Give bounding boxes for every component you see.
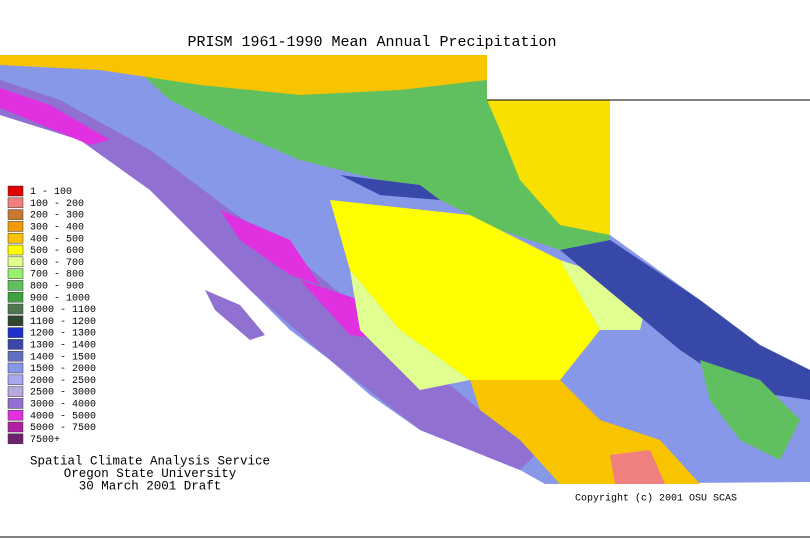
legend-label: 1 - 100 <box>30 187 72 198</box>
legend-label: 2000 - 2500 <box>30 376 96 387</box>
legend-label: 500 - 600 <box>30 246 84 257</box>
map <box>0 55 810 484</box>
legend-label: 600 - 700 <box>30 258 84 269</box>
east-green <box>700 360 800 460</box>
legend-swatch <box>7 303 24 315</box>
legend-swatch <box>7 362 24 374</box>
legend-swatch <box>7 350 24 362</box>
legend-label: 400 - 500 <box>30 234 84 245</box>
north-orange <box>0 55 487 95</box>
legend-label: 200 - 300 <box>30 211 84 222</box>
island <box>205 290 265 340</box>
legend-label: 1300 - 1400 <box>30 341 96 352</box>
legend-label: 700 - 800 <box>30 270 84 281</box>
mountain-blue <box>340 175 810 400</box>
legend-label: 300 - 400 <box>30 223 84 234</box>
legend-swatch <box>7 421 24 433</box>
legend-label: 1400 - 1500 <box>30 352 96 363</box>
legend-label: 100 - 200 <box>30 199 84 210</box>
legend-swatch <box>7 339 24 350</box>
legend-swatch <box>7 256 24 268</box>
legend-swatch <box>7 244 24 256</box>
legend-swatch <box>7 280 24 291</box>
legend-swatch <box>7 374 24 386</box>
copyright: Copyright (c) 2001 OSU SCAS <box>575 493 737 505</box>
legend-swatch <box>7 197 24 209</box>
credit-line: Oregon State University <box>64 467 237 481</box>
legend-label: 3000 - 4000 <box>30 400 96 411</box>
legend-label: 1000 - 1100 <box>30 305 96 316</box>
legend-label: 7500+ <box>30 435 60 446</box>
legend-label: 1500 - 2000 <box>30 364 96 375</box>
legend-label: 5000 - 7500 <box>30 423 96 434</box>
legend-swatch <box>7 315 24 327</box>
legend-label: 4000 - 5000 <box>30 411 96 422</box>
map-title: PRISM 1961-1990 Mean Annual Precipitatio… <box>187 34 556 51</box>
legend-swatch <box>7 433 24 445</box>
legend-swatch <box>7 291 24 303</box>
legend-swatch <box>7 327 24 338</box>
credit-line: Spatial Climate Analysis Service <box>30 454 270 468</box>
credit-line: 30 March 2001 Draft <box>79 479 222 493</box>
coastal-very-wet <box>0 88 390 340</box>
legend-label: 900 - 1000 <box>30 293 90 304</box>
legend-swatch <box>7 209 24 220</box>
legend-swatch <box>7 386 24 397</box>
legend-swatch <box>7 398 24 409</box>
legend-swatch <box>7 232 24 244</box>
legend-swatch <box>7 268 24 279</box>
legend-swatch <box>7 221 24 232</box>
interior-light <box>350 260 650 390</box>
legend-label: 800 - 900 <box>30 282 84 293</box>
legend-swatch <box>7 409 24 421</box>
south-red <box>610 450 665 484</box>
legend-label: 2500 - 3000 <box>30 388 96 399</box>
interior-green <box>120 55 610 250</box>
legend-label: 1100 - 1200 <box>30 317 96 328</box>
legend-swatch <box>7 185 24 197</box>
interior-yellow <box>330 200 600 380</box>
legend-label: 1200 - 1300 <box>30 329 96 340</box>
northeast-yellow <box>487 100 610 235</box>
